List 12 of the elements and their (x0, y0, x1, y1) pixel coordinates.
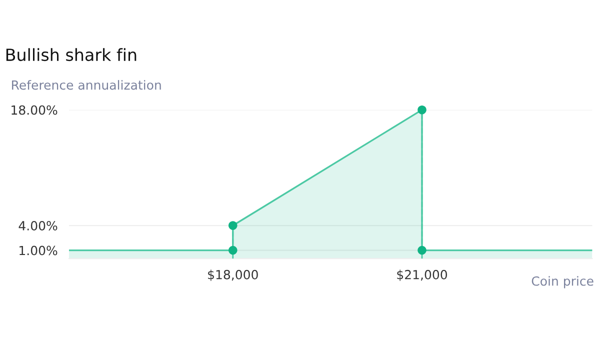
y-tick-label: 4.00% (18, 220, 58, 230)
point (228, 246, 238, 255)
y-tick-label: 18.00% (12, 105, 58, 115)
x-tick-label: $18,000 (208, 270, 258, 282)
x-tick-label: $21,000 (397, 270, 448, 282)
chart-title: Bullish shark fin (6, 48, 136, 62)
y-axis-title: Reference annualization (12, 80, 161, 90)
point (228, 221, 238, 230)
point (418, 105, 426, 114)
point (418, 246, 426, 255)
y-tick-label: 1.00% (20, 246, 58, 256)
x-axis-title: Coin price (532, 276, 594, 288)
